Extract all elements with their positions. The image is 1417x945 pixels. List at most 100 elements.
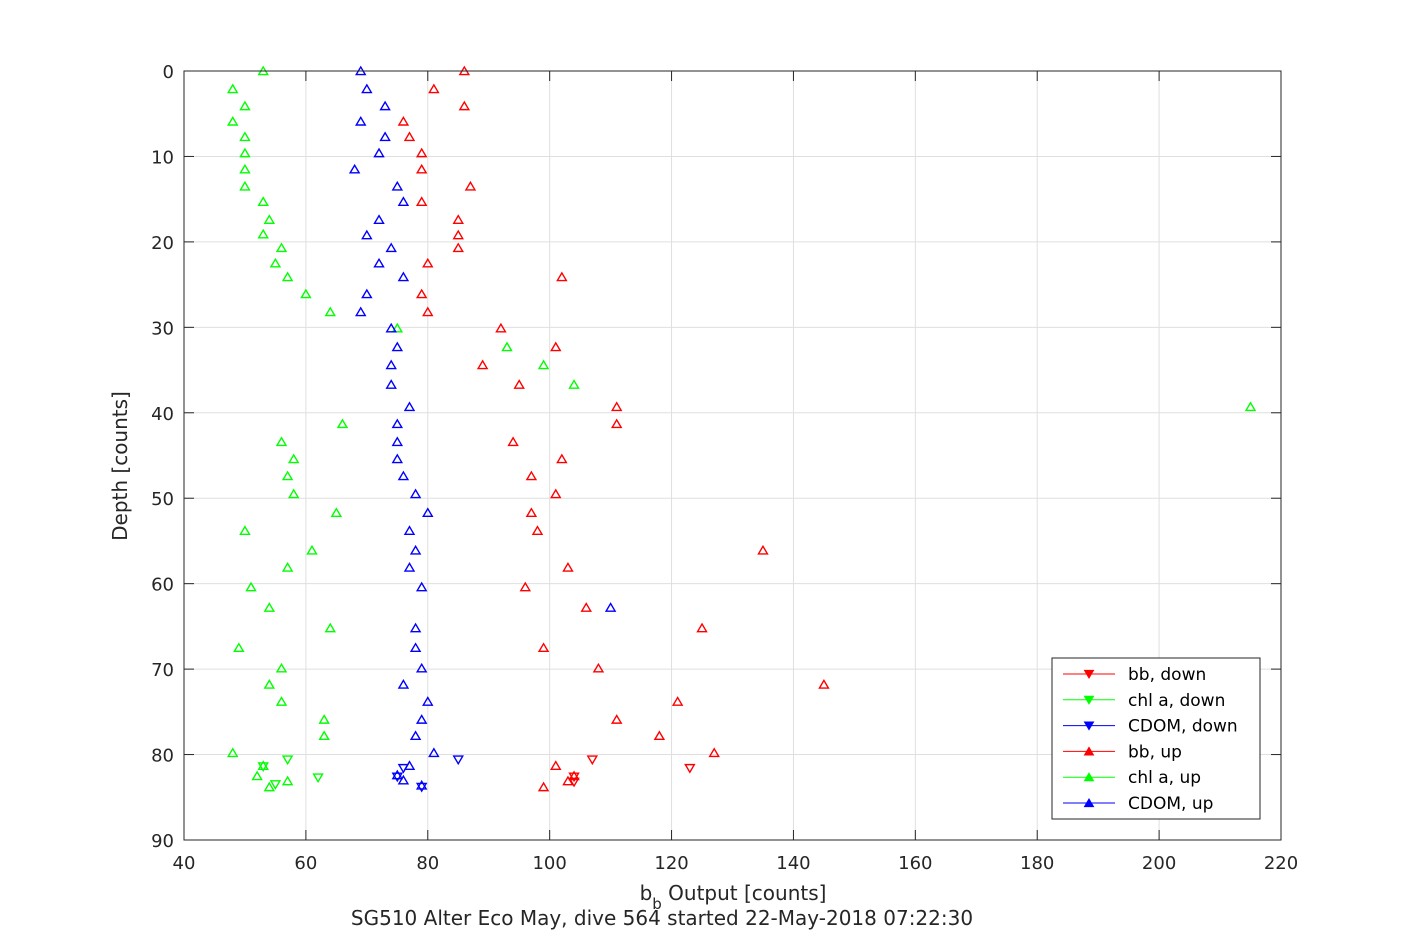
marker-bb-up (550, 488, 562, 499)
chart-caption: SG510 Alter Eco May, dive 564 started 22… (351, 906, 973, 930)
marker-chl-a-up (281, 271, 294, 282)
marker-cdom-up (385, 379, 397, 389)
marker-chl-a-up (275, 696, 288, 706)
marker-bb-up (757, 544, 769, 555)
marker-cdom-up (373, 214, 385, 224)
marker-chl-a-up (257, 760, 269, 770)
marker-bb-up (531, 525, 544, 535)
marker-chl-a-up (239, 147, 251, 158)
marker-chl-a-up (239, 163, 251, 174)
legend-label-chl-a-up: chl a, up (1128, 768, 1201, 788)
marker-bb-up (415, 147, 428, 158)
marker-bb-up (556, 453, 568, 464)
marker-chl-a-up (257, 196, 269, 207)
marker-cdom-up (415, 581, 428, 592)
marker-bb-down (586, 755, 599, 766)
marker-chl-a-up (263, 214, 276, 224)
marker-cdom-up (385, 322, 397, 333)
y-tick-label: 30 (151, 318, 174, 339)
marker-cdom-up (422, 696, 434, 706)
y-tick-label: 20 (151, 233, 174, 254)
marker-chl-a-up (239, 100, 251, 111)
marker-chl-a-up (263, 679, 276, 689)
marker-cdom-up (361, 229, 373, 240)
axes-box (183, 70, 1282, 841)
marker-bb-up (568, 770, 580, 781)
marker-chl-a-up (281, 775, 294, 786)
marker-chl-a-up (281, 562, 294, 572)
marker-cdom-up (409, 488, 422, 499)
marker-cdom-up (409, 544, 422, 555)
x-tick-label: 220 (1264, 853, 1298, 874)
marker-bb-up (562, 775, 574, 786)
legend-label-chl-a-down: chl a, down (1128, 691, 1225, 711)
marker-chl-a-up (330, 507, 343, 518)
x-tick-label: 100 (532, 853, 566, 874)
marker-bb-up (452, 242, 464, 253)
marker-chl-a-up (391, 322, 404, 333)
marker-chl-a-up (275, 436, 288, 447)
marker-cdom-up (361, 288, 373, 299)
x-axis-label-main: b (640, 881, 653, 905)
marker-cdom-up (385, 359, 397, 370)
y-tick-label: 10 (151, 147, 174, 168)
marker-chl-a-up (287, 488, 300, 499)
marker-bb-up (415, 196, 428, 207)
legend: bb, down chl a, down CDOM, down bb, up chl a… (1051, 657, 1261, 820)
x-tick-label: 140 (776, 853, 810, 874)
x-tick-label: 120 (654, 853, 688, 874)
marker-bb-up (653, 730, 666, 741)
x-axis-label: bb Output [counts] (640, 881, 827, 913)
y-tick-label: 60 (151, 575, 174, 596)
legend-marker-chl-a-up (1083, 772, 1095, 782)
marker-cdom-up (415, 662, 428, 673)
marker-cdom-up (409, 730, 422, 741)
marker-cdom-up (397, 679, 410, 689)
marker-chl-a-up (318, 714, 330, 724)
marker-bb-up (422, 306, 434, 317)
x-tick-label: 80 (416, 853, 439, 874)
marker-cdom-down (452, 755, 464, 766)
marker-chl-a-up (239, 525, 251, 535)
x-axis-label-subscript: b (652, 895, 662, 913)
marker-chl-a-up (324, 306, 336, 317)
x-tick-label: 160 (898, 853, 932, 874)
marker-bb-up (415, 288, 428, 299)
legend-label-cdom-down: CDOM, down (1128, 717, 1238, 737)
marker-chl-a-up (227, 747, 239, 758)
marker-cdom-up (391, 341, 404, 352)
marker-bb-up (513, 379, 525, 389)
marker-cdom-up (385, 242, 397, 253)
x-tick-label: 200 (1142, 853, 1176, 874)
marker-cdom-up (428, 747, 440, 758)
marker-bb-up (476, 359, 489, 370)
legend-label-bb-up: bb, up (1128, 742, 1182, 762)
marker-cdom-up (373, 147, 385, 158)
marker-cdom-up (415, 714, 428, 724)
marker-bb-up (671, 696, 684, 706)
marker-chl-a-up (281, 470, 294, 481)
marker-bb-up (537, 781, 550, 792)
marker-cdom-up (397, 774, 410, 785)
marker-cdom-up (391, 436, 404, 447)
marker-chl-a-up (537, 359, 550, 370)
marker-chl-a-up (324, 622, 336, 633)
marker-chl-a-up (227, 83, 239, 94)
legend-marker-cdom-down (1083, 721, 1095, 731)
marker-chl-a-up (300, 288, 312, 299)
x-tick-label: 40 (173, 853, 196, 874)
marker-bb-up (422, 257, 434, 268)
marker-chl-a-down (312, 773, 324, 784)
marker-chl-a-up (233, 642, 245, 653)
legend-marker-cdom-up (1083, 797, 1095, 808)
x-axis-label-rest: Output [counts] (662, 881, 827, 905)
marker-cdom-up (397, 470, 410, 481)
marker-chl-a-up (257, 228, 269, 239)
marker-bb-up (610, 418, 623, 429)
marker-bb-up (428, 83, 440, 94)
marker-cdom-up (403, 525, 416, 535)
marker-chl-a-up (263, 781, 276, 792)
grid (183, 70, 1282, 841)
marker-bb-up (580, 602, 592, 612)
